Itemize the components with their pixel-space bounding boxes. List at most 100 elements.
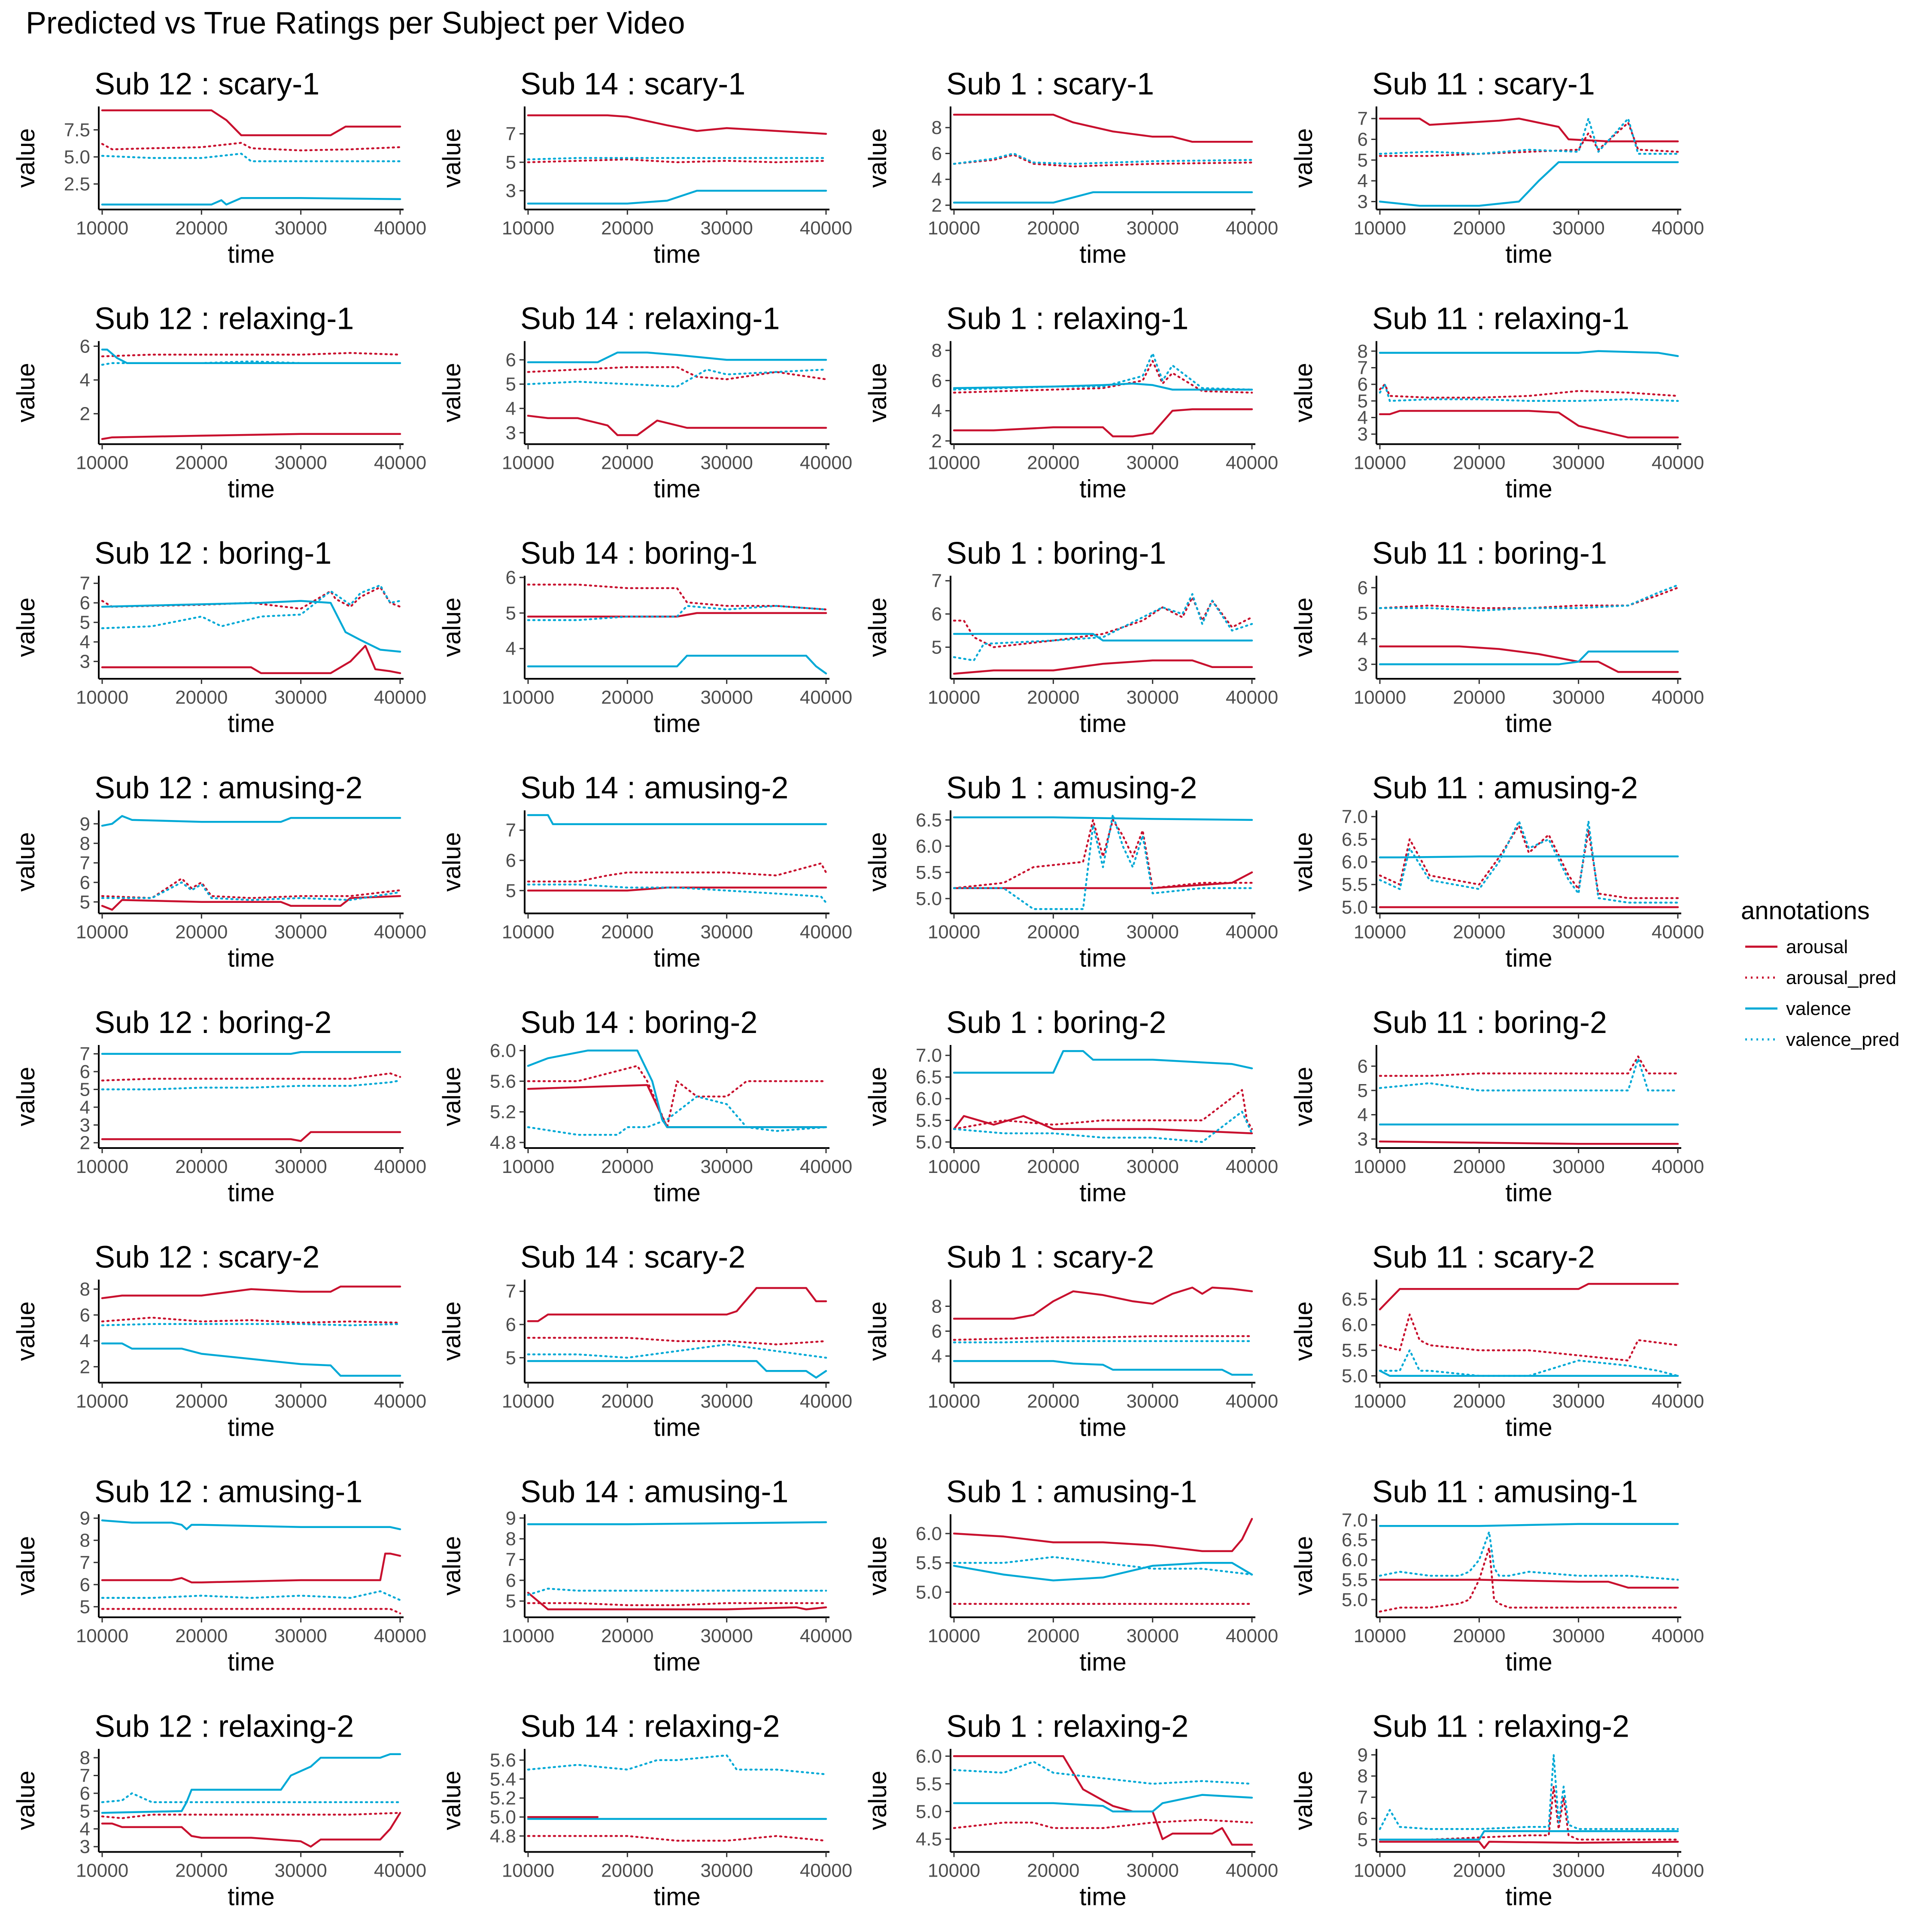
x-tick-label: 10000 — [502, 1860, 554, 1881]
series-arousal — [1379, 1841, 1679, 1849]
panel-sub-1-relaxing-1: Sub 1 : relaxing-1 10000 20000 30000 40000 2 4… — [864, 302, 1278, 503]
y-axis-title: value — [864, 128, 892, 188]
series-valence — [527, 814, 827, 825]
x-axis-title: time — [1505, 710, 1552, 738]
y-tick-label: 4.5 — [916, 1829, 942, 1850]
y-tick-label: 5.4 — [490, 1769, 516, 1790]
panel-title: Sub 12 : amusing-2 — [94, 771, 362, 805]
series-valence — [1379, 161, 1679, 207]
y-axis-title: value — [438, 1771, 466, 1830]
x-tick-label: 30000 — [1552, 453, 1604, 474]
y-tick-label: 2.5 — [64, 174, 90, 195]
x-axis-title: time — [1079, 1414, 1127, 1442]
x-tick-label: 30000 — [1552, 922, 1604, 943]
series-arousal-pred — [527, 1602, 827, 1607]
x-tick-label: 10000 — [76, 1391, 128, 1412]
x-tick-label: 10000 — [1354, 922, 1406, 943]
panel-sub-11-scary-1: Sub 11 : scary-1 10000 20000 30000 40000 3456… — [1290, 67, 1704, 268]
y-tick-label: 3 — [1358, 191, 1368, 213]
y-tick-label: 5 — [1358, 1080, 1368, 1101]
series-valence-pred — [1379, 383, 1679, 402]
x-tick-label: 30000 — [1126, 218, 1179, 239]
x-tick-label: 40000 — [374, 922, 426, 943]
y-tick-label: 8 — [80, 1279, 90, 1300]
y-tick-label: 2 — [80, 404, 90, 425]
x-tick-label: 10000 — [1354, 453, 1406, 474]
x-tick-label: 10000 — [76, 687, 128, 708]
series-arousal-pred — [101, 1812, 401, 1820]
series-arousal-pred — [527, 366, 827, 380]
y-tick-label: 6 — [80, 1061, 90, 1082]
x-tick-label: 40000 — [1226, 1156, 1278, 1177]
y-axis-title: value — [438, 832, 466, 892]
x-tick-label: 10000 — [502, 922, 554, 943]
x-tick-label: 40000 — [800, 1625, 852, 1646]
y-tick-label: 6 — [80, 1783, 90, 1804]
series-arousal-pred — [101, 586, 401, 610]
series-valence-pred — [1379, 1531, 1679, 1581]
series-arousal — [953, 1286, 1253, 1320]
x-axis-title: time — [1079, 945, 1127, 972]
panel-sub-11-amusing-1: Sub 11 : amusing-1 10000 20000 30000 40000 5.… — [1290, 1475, 1704, 1676]
y-tick-label: 4 — [1358, 407, 1368, 428]
panel-sub-14-boring-2: Sub 14 : boring-2 10000 20000 30000 40000 4.8… — [438, 1005, 852, 1207]
y-tick-label: 6.5 — [916, 1067, 942, 1088]
y-axis-title: value — [1290, 1536, 1318, 1596]
x-tick-label: 30000 — [700, 453, 753, 474]
x-tick-label: 40000 — [1226, 1625, 1278, 1646]
y-tick-label: 6 — [80, 1305, 90, 1326]
panel-title: Sub 14 : relaxing-1 — [520, 302, 780, 336]
x-tick-label: 30000 — [1552, 1625, 1604, 1646]
y-tick-label: 2 — [932, 431, 942, 452]
x-axis-title: time — [1079, 240, 1127, 268]
x-tick-label: 40000 — [1652, 1156, 1704, 1177]
series-valence-pred — [953, 593, 1253, 662]
y-tick-label: 6.0 — [1342, 1315, 1368, 1336]
x-tick-label: 20000 — [1453, 687, 1505, 708]
x-tick-label: 40000 — [800, 218, 852, 239]
series-valence — [101, 1753, 401, 1814]
series-arousal — [527, 612, 827, 618]
y-tick-label: 5 — [1358, 391, 1368, 412]
y-tick-label: 5.0 — [916, 888, 942, 909]
y-tick-label: 7 — [506, 124, 516, 145]
series-valence-pred — [1379, 820, 1679, 904]
series-valence-pred — [101, 360, 401, 366]
y-tick-label: 6 — [932, 1321, 942, 1342]
y-tick-label: 6 — [932, 604, 942, 625]
series-arousal — [1379, 410, 1679, 439]
y-axis-title: value — [438, 363, 466, 422]
y-tick-label: 5.5 — [1342, 1340, 1368, 1361]
x-axis-title: time — [1505, 1179, 1552, 1207]
x-tick-label: 40000 — [1652, 1391, 1704, 1412]
x-tick-label: 30000 — [274, 1625, 327, 1646]
x-tick-label: 40000 — [374, 687, 426, 708]
x-axis-title: time — [1079, 1883, 1127, 1911]
y-tick-label: 4 — [80, 370, 90, 391]
series-arousal — [953, 408, 1253, 437]
y-tick-label: 6.0 — [916, 836, 942, 857]
x-tick-label: 20000 — [601, 1860, 653, 1881]
panel-sub-14-amusing-2: Sub 14 : amusing-2 10000 20000 30000 40000 5 6… — [438, 771, 852, 972]
x-axis-title: time — [1505, 945, 1552, 972]
y-tick-label: 4.8 — [490, 1132, 516, 1153]
y-tick-label: 2 — [80, 1356, 90, 1377]
y-tick-label: 7.5 — [64, 119, 90, 140]
panel-sub-11-relaxing-2: Sub 11 : relaxing-2 10000 20000 30000 40000 5… — [1290, 1710, 1704, 1911]
series-valence-pred — [101, 1792, 401, 1803]
y-tick-label: 6 — [506, 850, 516, 871]
y-tick-label: 6 — [506, 1314, 516, 1335]
series-arousal — [953, 659, 1253, 675]
panel-sub-12-amusing-2: Sub 12 : amusing-2 10000 20000 30000 40000 56… — [12, 771, 426, 972]
y-tick-label: 5 — [506, 374, 516, 395]
y-tick-label: 3 — [80, 651, 90, 672]
x-tick-label: 20000 — [601, 1156, 653, 1177]
y-axis-title: value — [12, 1536, 40, 1596]
series-valence-pred — [527, 1754, 827, 1775]
y-axis-title: value — [1290, 128, 1318, 188]
y-tick-label: 6.0 — [490, 1040, 516, 1061]
y-tick-label: 4 — [932, 1346, 942, 1367]
x-tick-label: 30000 — [1552, 218, 1604, 239]
x-tick-label: 10000 — [928, 1156, 980, 1177]
y-tick-label: 5 — [506, 603, 516, 624]
